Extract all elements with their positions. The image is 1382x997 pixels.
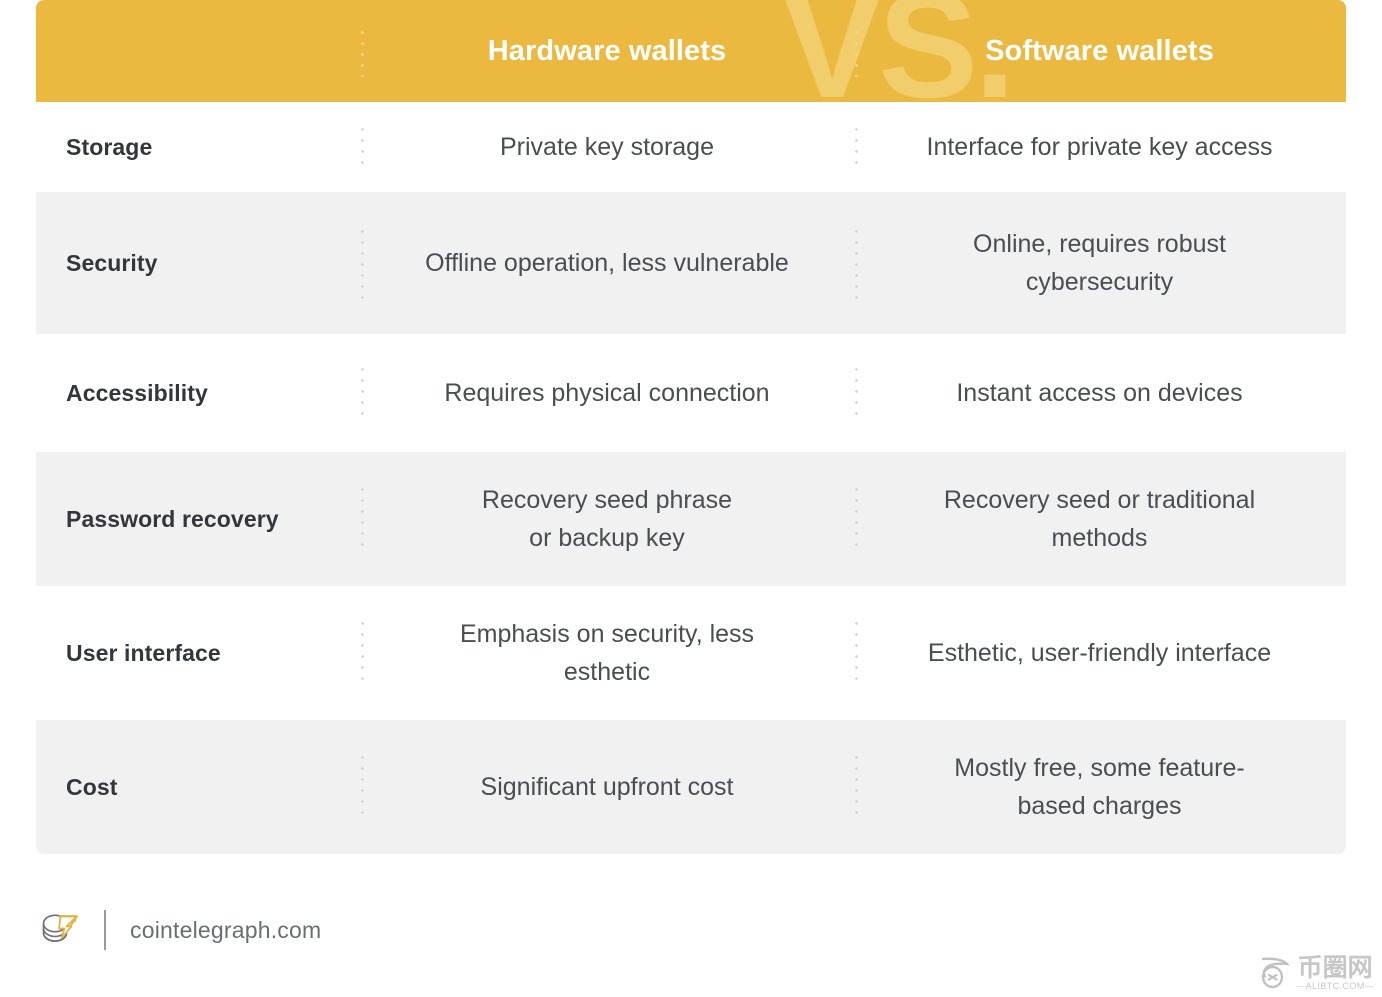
cell-hardware: Requires physical connection bbox=[444, 379, 770, 407]
header-divider-1 bbox=[361, 27, 364, 77]
table-header: VS. Hardware wallets Software wallets bbox=[36, 0, 1346, 102]
header-divider-2 bbox=[855, 27, 858, 77]
row-divider-2 bbox=[855, 484, 858, 554]
cell-software: Interface for private key access bbox=[926, 133, 1273, 161]
cell-hardware: Emphasis on security, less esthetic bbox=[459, 620, 755, 686]
header-cell-hardware-wallets: Hardware wallets bbox=[487, 34, 727, 67]
row-label: Accessibility bbox=[66, 379, 208, 406]
row-label: Cost bbox=[66, 773, 118, 800]
comparison-table: VS. Hardware wallets Software wallets St… bbox=[36, 0, 1346, 854]
watermark-latin-text: —ALIBTC.COM— bbox=[1296, 981, 1374, 991]
row-divider-2 bbox=[855, 364, 858, 422]
cell-software: Online, requires robust cybersecurity bbox=[973, 230, 1226, 296]
alibtc-logo-icon bbox=[1257, 954, 1293, 992]
table-row: Storage Private key storage Interface fo… bbox=[36, 102, 1346, 192]
source-watermark: 币圈网 —ALIBTC.COM— bbox=[1257, 954, 1374, 992]
table-row: Password recovery Recovery seed phrase o… bbox=[36, 452, 1346, 586]
row-divider-1 bbox=[361, 364, 364, 422]
cell-hardware: Private key storage bbox=[500, 133, 714, 161]
table-row: User interface Emphasis on security, les… bbox=[36, 586, 1346, 720]
row-divider-1 bbox=[361, 226, 364, 300]
row-divider-2 bbox=[855, 752, 858, 822]
row-label: Storage bbox=[66, 133, 153, 160]
header-cell-software-wallets: Software wallets bbox=[985, 34, 1214, 67]
cell-software: Recovery seed or traditional methods bbox=[943, 486, 1256, 552]
watermark-chinese-text: 币圈网 bbox=[1297, 953, 1373, 982]
row-divider-1 bbox=[361, 618, 364, 688]
cointelegraph-logo-icon bbox=[36, 907, 82, 953]
row-divider-2 bbox=[855, 618, 858, 688]
row-divider-2 bbox=[855, 226, 858, 300]
row-label: Security bbox=[66, 249, 158, 276]
footer-url-text: cointelegraph.com bbox=[130, 916, 322, 943]
cell-software: Esthetic, user-friendly interface bbox=[927, 639, 1272, 667]
footer: cointelegraph.com bbox=[36, 900, 321, 960]
table-row: Accessibility Requires physical connecti… bbox=[36, 334, 1346, 452]
cell-software: Mostly free, some feature-based charges bbox=[954, 754, 1245, 820]
table-row: Cost Significant upfront cost Mostly fre… bbox=[36, 720, 1346, 854]
cell-hardware: Significant upfront cost bbox=[480, 773, 734, 801]
row-divider-2 bbox=[855, 124, 858, 170]
cell-hardware: Recovery seed phrase or backup key bbox=[481, 486, 733, 552]
row-divider-1 bbox=[361, 752, 364, 822]
row-label: Password recovery bbox=[66, 505, 279, 532]
cell-hardware: Offline operation, less vulnerable bbox=[425, 249, 789, 277]
row-label: User interface bbox=[66, 639, 221, 666]
table-row: Security Offline operation, less vulnera… bbox=[36, 192, 1346, 334]
row-divider-1 bbox=[361, 484, 364, 554]
cell-software: Instant access on devices bbox=[956, 379, 1243, 407]
row-divider-1 bbox=[361, 124, 364, 170]
footer-divider bbox=[104, 910, 106, 950]
